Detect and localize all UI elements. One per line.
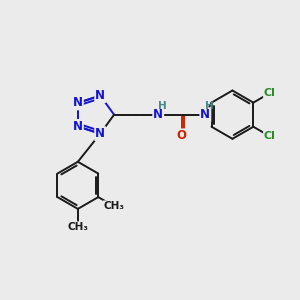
Text: Cl: Cl — [264, 88, 276, 98]
Text: N: N — [95, 89, 105, 102]
Text: CH₃: CH₃ — [103, 201, 124, 211]
Text: N: N — [73, 96, 83, 110]
Text: O: O — [177, 129, 187, 142]
Text: N: N — [153, 108, 163, 121]
Text: Cl: Cl — [264, 131, 276, 141]
Text: N: N — [95, 127, 105, 140]
Text: H: H — [158, 101, 167, 111]
Text: H: H — [205, 101, 214, 111]
Text: N: N — [73, 120, 83, 133]
Text: CH₃: CH₃ — [68, 222, 88, 232]
Text: N: N — [200, 108, 210, 121]
